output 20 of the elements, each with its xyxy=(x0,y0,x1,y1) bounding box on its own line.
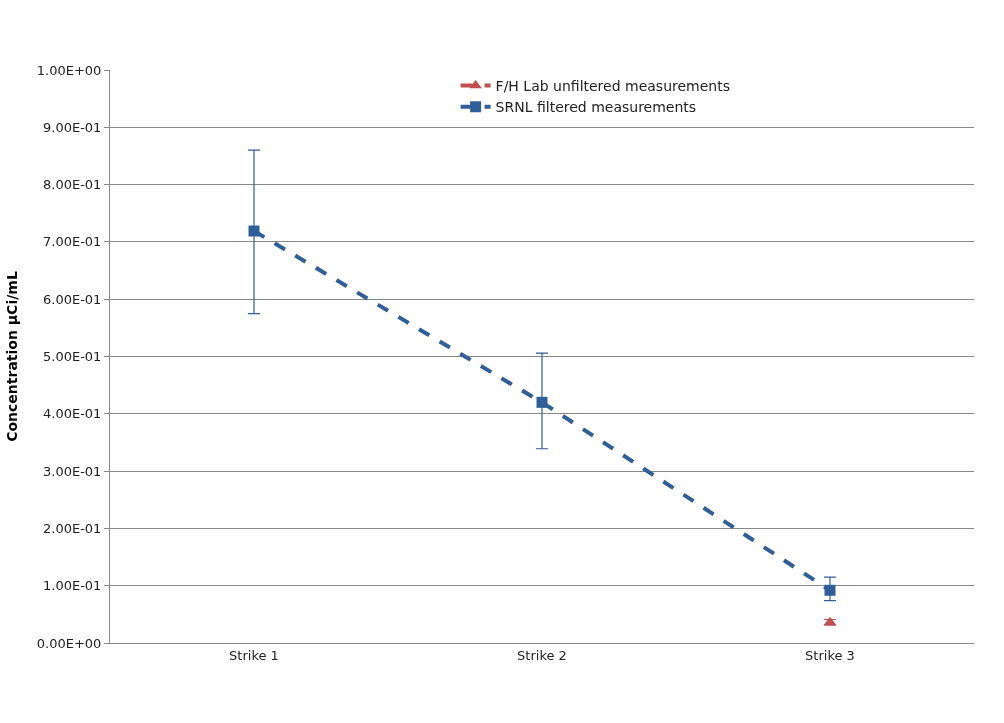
point xyxy=(824,584,836,596)
y-axis-title: Concentration µCi/mL xyxy=(4,271,21,442)
y-tick-label: 5.00E-01 xyxy=(42,349,102,365)
y-tick-label: 6.00E-01 xyxy=(42,291,102,307)
y-tick-label: 1.00E+00 xyxy=(36,62,102,78)
x-tick-label: Strike 3 xyxy=(805,647,855,663)
point xyxy=(248,225,260,237)
y-tick-label: 0.00E+00 xyxy=(36,635,102,651)
y-tick-label: 7.00E-01 xyxy=(42,234,102,250)
y-tick-label: 3.00E-01 xyxy=(42,463,102,479)
y-tick-label: 1.00E-01 xyxy=(42,578,102,594)
point xyxy=(536,396,548,408)
x-tick-label: Strike 2 xyxy=(517,647,567,663)
y-tick-label: 8.00E-01 xyxy=(42,177,102,193)
legend-label: SRNL filtered measurements xyxy=(495,99,697,116)
legend-label: F/H Lab unfiltered measurements xyxy=(495,78,730,95)
y-tick-label: 2.00E-01 xyxy=(42,520,102,536)
y-tick-label: 4.00E-01 xyxy=(42,406,102,422)
y-tick-label: 9.00E-01 xyxy=(42,119,102,135)
x-tick-label: Strike 1 xyxy=(229,647,279,663)
